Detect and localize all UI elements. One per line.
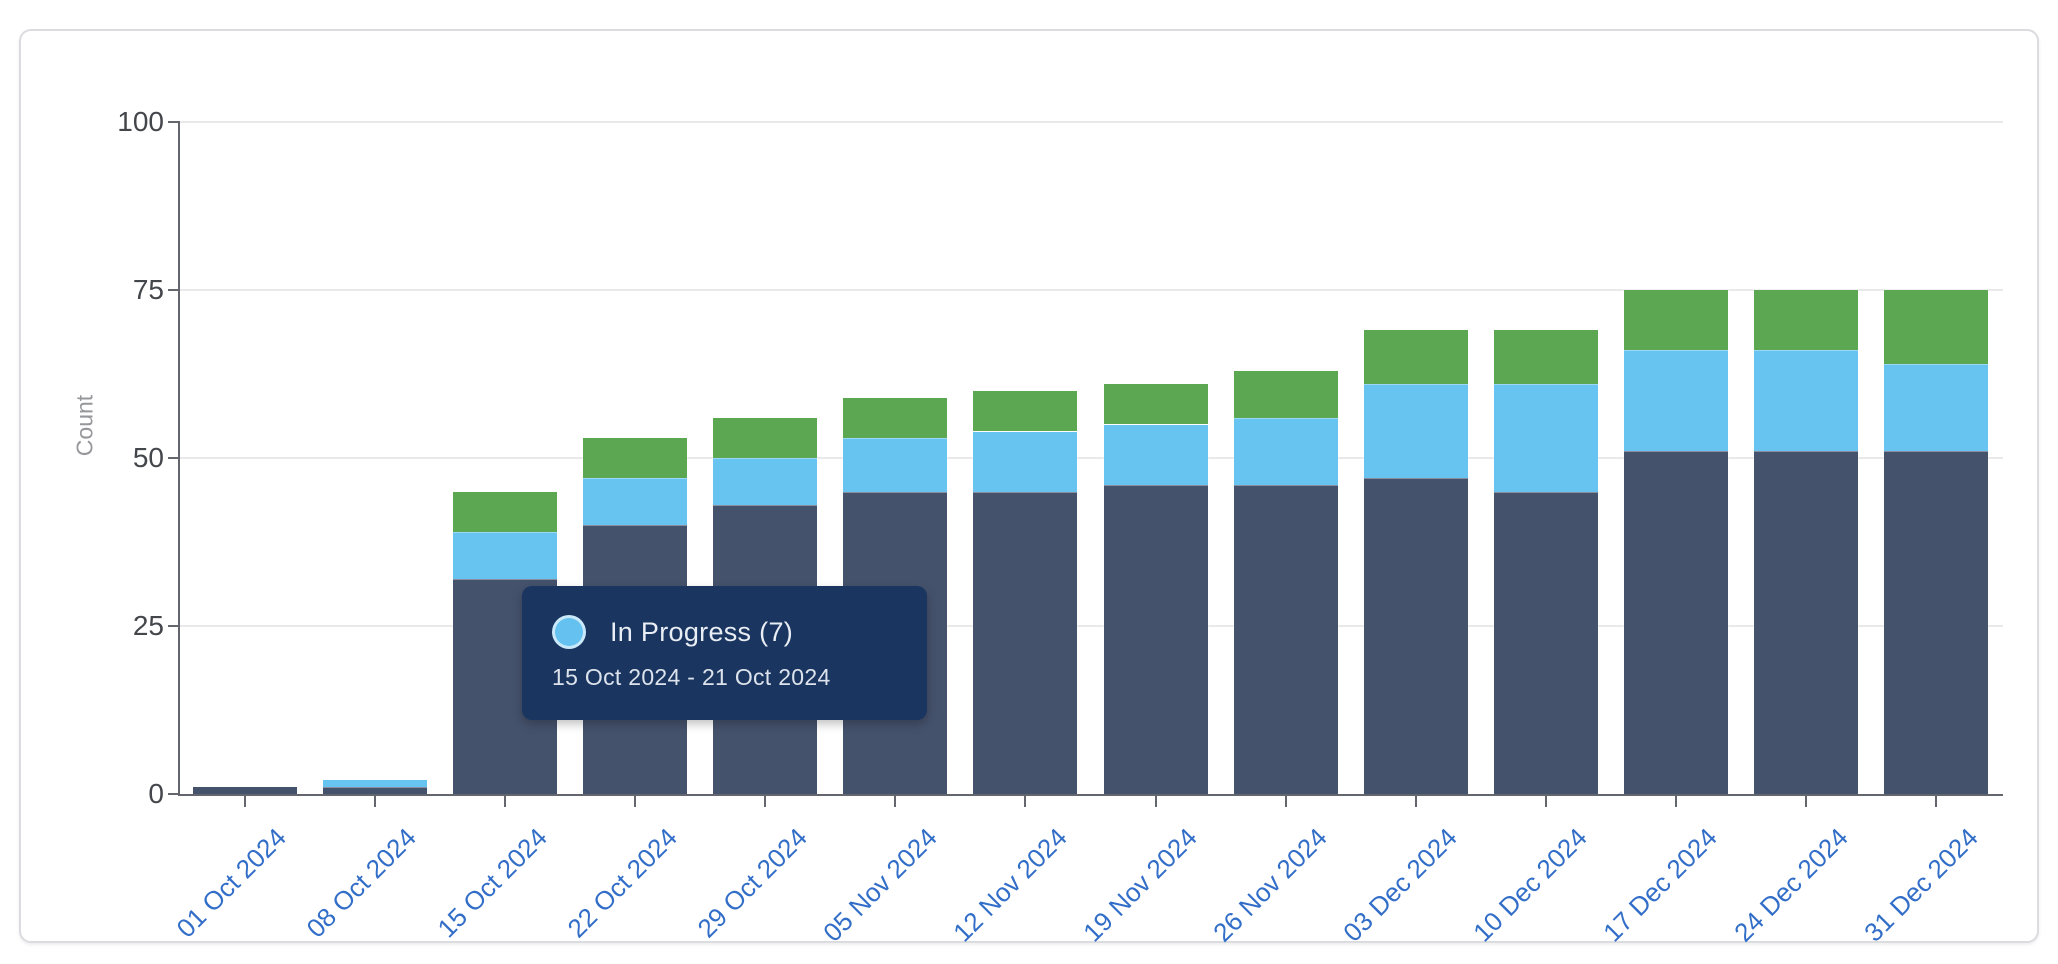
bar-segment-s2-31-dec-2024[interactable]: [1883, 363, 1989, 452]
bar-segment-s2-24-dec-2024[interactable]: [1753, 349, 1859, 452]
bar-segment-s1-10-dec-2024[interactable]: [1493, 491, 1599, 795]
y-tick-mark: [168, 457, 180, 459]
bar-segment-s3-15-oct-2024[interactable]: [452, 491, 558, 533]
bar-segment-s3-24-dec-2024[interactable]: [1753, 289, 1859, 351]
tooltip-date-range: 15 Oct 2024 - 21 Oct 2024: [552, 664, 831, 690]
x-tick-mark: [244, 796, 246, 807]
tooltip-title-row: In Progress (7): [552, 615, 897, 649]
bar-segment-s1-01-oct-2024[interactable]: [192, 786, 298, 795]
tooltip-series-marker-icon: [552, 615, 586, 649]
gridline-y-75: [180, 289, 2003, 291]
bar-segment-s1-26-nov-2024[interactable]: [1233, 484, 1339, 795]
bar-segment-s2-22-oct-2024[interactable]: [582, 477, 688, 526]
y-tick-label-0: 0: [148, 778, 164, 809]
bar-segment-s2-15-oct-2024[interactable]: [452, 531, 558, 580]
x-tick-mark: [504, 796, 506, 807]
x-tick-mark: [1285, 796, 1287, 807]
x-tick-mark: [894, 796, 896, 807]
y-tick-mark: [168, 793, 180, 795]
x-tick-label-29-oct-2024: 29 Oct 2024: [691, 822, 813, 944]
bar-segment-s2-19-nov-2024[interactable]: [1103, 424, 1209, 486]
x-tick-label-01-oct-2024: 01 Oct 2024: [170, 822, 293, 944]
tooltip-title: In Progress (7): [610, 616, 794, 647]
bar-segment-s2-10-dec-2024[interactable]: [1493, 383, 1599, 493]
bar-segment-s3-31-dec-2024[interactable]: [1883, 289, 1989, 365]
bar-segment-s3-26-nov-2024[interactable]: [1233, 370, 1339, 419]
y-tick-mark: [168, 121, 180, 123]
x-tick-mark: [1155, 796, 1157, 807]
bar-segment-s1-03-dec-2024[interactable]: [1363, 477, 1469, 795]
bar-segment-s2-17-dec-2024[interactable]: [1623, 349, 1729, 452]
gridline-y-25: [180, 625, 2003, 627]
bar-segment-s3-22-oct-2024[interactable]: [582, 437, 688, 479]
x-tick-mark: [374, 796, 376, 807]
bar-segment-s3-03-dec-2024[interactable]: [1363, 329, 1469, 385]
x-tick-label-12-nov-2024: 12 Nov 2024: [947, 822, 1073, 948]
x-tick-mark: [1675, 796, 1677, 807]
bar-segment-s1-31-dec-2024[interactable]: [1883, 450, 1989, 795]
x-tick-label-19-nov-2024: 19 Nov 2024: [1077, 822, 1203, 948]
x-tick-label-31-dec-2024: 31 Dec 2024: [1857, 822, 1984, 948]
bar-segment-s1-08-oct-2024[interactable]: [322, 786, 428, 795]
bar-segment-s1-19-nov-2024[interactable]: [1103, 484, 1209, 795]
bar-segment-s2-03-dec-2024[interactable]: [1363, 383, 1469, 479]
bar-segment-s1-12-nov-2024[interactable]: [972, 491, 1078, 795]
bar-segment-s3-19-nov-2024[interactable]: [1103, 383, 1209, 425]
gridline-y-50: [180, 457, 2003, 459]
x-tick-label-15-oct-2024: 15 Oct 2024: [431, 822, 553, 944]
x-tick-label-24-dec-2024: 24 Dec 2024: [1727, 822, 1854, 948]
y-tick-mark: [168, 625, 180, 627]
x-tick-label-22-oct-2024: 22 Oct 2024: [561, 822, 683, 944]
x-axis-line: [178, 794, 2003, 796]
bar-segment-s2-29-oct-2024[interactable]: [712, 457, 818, 506]
x-tick-mark: [634, 796, 636, 807]
x-tick-mark: [1545, 796, 1547, 807]
x-tick-label-26-nov-2024: 26 Nov 2024: [1207, 822, 1333, 948]
y-tick-label-50: 50: [132, 442, 164, 473]
y-axis-title: Count: [71, 394, 98, 457]
bar-segment-s3-12-nov-2024[interactable]: [972, 390, 1078, 432]
x-tick-mark: [1024, 796, 1026, 807]
bar-segment-s1-24-dec-2024[interactable]: [1753, 450, 1859, 795]
bar-segment-s3-17-dec-2024[interactable]: [1623, 289, 1729, 351]
x-tick-label-17-dec-2024: 17 Dec 2024: [1597, 822, 1724, 948]
bar-segment-s3-10-dec-2024[interactable]: [1493, 329, 1599, 385]
x-tick-mark: [1935, 796, 1937, 807]
bar-segment-s3-29-oct-2024[interactable]: [712, 417, 818, 459]
bar-segment-s2-12-nov-2024[interactable]: [972, 431, 1078, 493]
gridline-y-100: [180, 121, 2003, 123]
y-tick-mark: [168, 289, 180, 291]
y-tick-label-25: 25: [132, 610, 164, 641]
x-tick-label-05-nov-2024: 05 Nov 2024: [817, 822, 943, 948]
x-tick-label-03-dec-2024: 03 Dec 2024: [1337, 822, 1463, 948]
x-tick-mark: [1415, 796, 1417, 807]
bar-segment-s2-26-nov-2024[interactable]: [1233, 417, 1339, 486]
bar-segment-s1-17-dec-2024[interactable]: [1623, 450, 1729, 795]
x-tick-mark: [1805, 796, 1807, 807]
x-tick-label-10-dec-2024: 10 Dec 2024: [1467, 822, 1594, 948]
x-tick-mark: [764, 796, 766, 807]
chart-tooltip: In Progress (7) 15 Oct 2024 - 21 Oct 202…: [522, 586, 927, 720]
y-axis-line: [178, 122, 180, 796]
y-tick-label-100: 100: [117, 106, 164, 137]
y-tick-label-75: 75: [132, 274, 164, 305]
bar-segment-s2-08-oct-2024[interactable]: [322, 779, 428, 788]
bar-segment-s3-05-nov-2024[interactable]: [842, 397, 948, 439]
x-tick-label-08-oct-2024: 08 Oct 2024: [300, 822, 423, 944]
bar-segment-s2-05-nov-2024[interactable]: [842, 437, 948, 493]
